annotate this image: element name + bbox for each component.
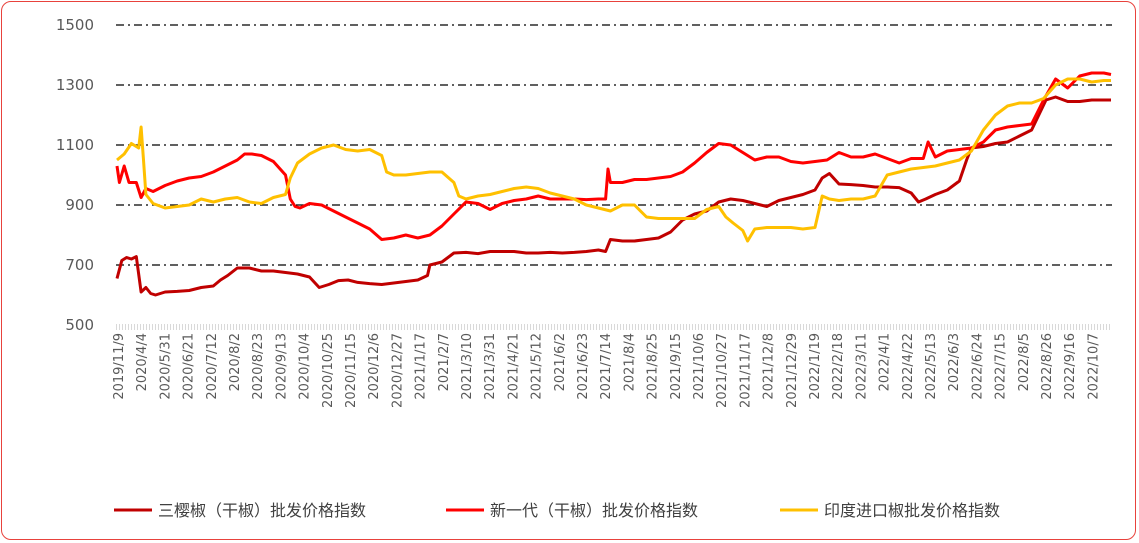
- y-tick-label: 1300: [56, 76, 94, 94]
- x-tick-label: 2021/7/14: [599, 333, 614, 400]
- x-tick-label: 2020/10/25: [321, 333, 336, 408]
- x-tick-label: 2021/12/29: [785, 333, 800, 408]
- x-tick-label: 2022/8/26: [1040, 333, 1055, 400]
- x-tick-label: 2020/5/31: [158, 333, 173, 400]
- x-tick-label: 2022/2/18: [831, 333, 846, 400]
- x-tick-label: 2022/6/24: [970, 333, 985, 400]
- x-tick-label: 2022/5/13: [924, 333, 939, 400]
- x-tick-label: 2020/6/21: [182, 333, 197, 400]
- series-line-2: [116, 77, 1111, 243]
- x-tick-label: 2021/8/25: [646, 333, 661, 400]
- x-tick-label: 2022/10/7: [1086, 333, 1101, 400]
- x-tick-label: 2021/5/12: [530, 333, 545, 400]
- x-tick-label: 2022/6/3: [947, 333, 962, 391]
- x-tick-label: 2020/9/13: [274, 333, 289, 400]
- x-tick-label: 2021/10/27: [715, 333, 730, 408]
- x-tick-label: 2022/7/15: [994, 333, 1009, 400]
- x-tick-label: 2021/11/17: [738, 333, 753, 408]
- x-tick-label: 2019/11/9: [112, 333, 127, 400]
- legend-label-0: 三樱椒（干椒）批发价格指数: [158, 501, 366, 520]
- x-tick-label: 2020/8/2: [228, 333, 243, 391]
- x-tick-label: 2022/8/5: [1017, 333, 1032, 391]
- x-tick-label: 2022/3/11: [854, 333, 869, 400]
- legend: 三樱椒（干椒）批发价格指数 新一代（干椒）批发价格指数 印度进口椒批发价格指数: [114, 501, 1000, 520]
- y-tick-label: 900: [65, 196, 94, 214]
- y-tick-label: 500: [65, 316, 94, 334]
- x-tick-label: 2020/12/6: [367, 333, 382, 400]
- x-axis-ticks: 2019/11/9 2020/4/4 2020/5/31 2020/6/21 2020/…: [112, 333, 1101, 408]
- x-tick-label: 2021/6/2: [553, 333, 568, 391]
- x-tick-label: 2020/10/4: [298, 333, 313, 400]
- x-tick-label: 2021/10/6: [692, 333, 707, 400]
- series-line-1: [115, 71, 1112, 241]
- x-tick-label: 2022/1/19: [808, 333, 823, 400]
- x-tick-label: 2020/8/23: [251, 333, 266, 400]
- x-tick-label: 2021/12/8: [762, 333, 777, 400]
- x-tick-label: 2021/2/7: [437, 333, 452, 391]
- x-tick-label: 2020/12/27: [390, 333, 405, 408]
- gridlines: [116, 24, 1112, 266]
- x-tick-label: 2021/3/10: [460, 333, 475, 400]
- series-lines: [115, 71, 1112, 297]
- x-tick-label: 2022/4/1: [878, 333, 893, 391]
- x-tick-label: 2021/1/17: [414, 333, 429, 400]
- legend-label-2: 印度进口椒批发价格指数: [824, 501, 1000, 520]
- y-tick-label: 1500: [56, 16, 94, 34]
- x-tick-label: 2020/4/4: [135, 333, 150, 391]
- y-tick-label: 1100: [56, 136, 94, 154]
- x-tick-label: 2022/4/22: [901, 333, 916, 400]
- x-tick-label: 2021/9/15: [669, 333, 684, 400]
- x-tick-label: 2020/7/12: [205, 333, 220, 400]
- x-tick-label: 2021/6/23: [576, 333, 591, 400]
- x-tick-label: 2022/9/16: [1063, 333, 1078, 400]
- legend-label-1: 新一代（干椒）批发价格指数: [490, 501, 698, 520]
- x-tick-label: 2020/11/15: [344, 333, 359, 408]
- x-tick-label: 2021/4/21: [506, 333, 521, 400]
- y-axis-ticks: 500 700 900 1100 1300 1500: [56, 16, 94, 334]
- series-line-0: [115, 95, 1111, 297]
- x-tick-label: 2021/8/4: [622, 333, 637, 391]
- x-tick-label: 2021/3/31: [483, 333, 498, 400]
- y-tick-label: 700: [65, 256, 94, 274]
